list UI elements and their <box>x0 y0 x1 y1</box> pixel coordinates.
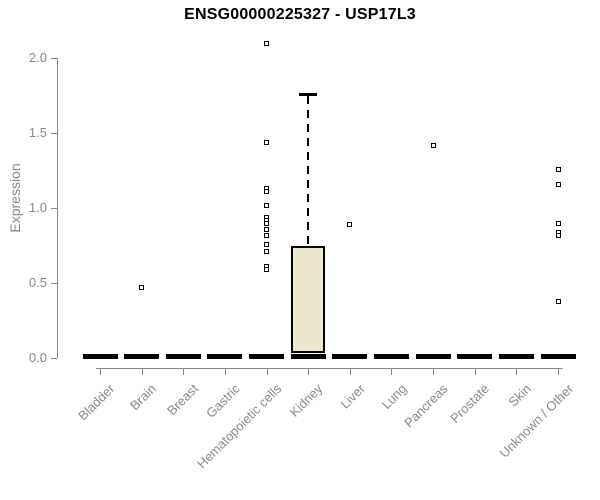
x-axis <box>96 368 564 369</box>
x-tick-label: Lung <box>378 381 410 413</box>
outlier-point <box>555 181 561 187</box>
outlier-point <box>264 249 270 254</box>
x-axis-tick <box>391 368 393 375</box>
median-bar <box>373 353 409 359</box>
outlier-point <box>264 40 270 46</box>
outlier-point <box>264 220 270 226</box>
outlier-point <box>555 166 561 172</box>
y-axis-tick <box>51 358 57 359</box>
median-bar <box>82 353 118 359</box>
y-axis <box>57 58 58 358</box>
y-tick-label: 2.0 <box>28 50 47 65</box>
chart-title: ENSG00000225327 - USP17L3 <box>184 6 416 23</box>
median-bar <box>415 353 451 359</box>
outlier-point <box>430 142 436 148</box>
median-bar <box>498 353 534 359</box>
x-tick-label: Pancreas <box>401 381 451 431</box>
x-axis-tick <box>474 368 476 375</box>
outlier-point <box>555 220 561 226</box>
x-tick-label: Unknown / Other <box>496 381 576 461</box>
x-axis-tick <box>266 368 268 375</box>
whisker-line <box>307 95 310 246</box>
y-tick-label: 1.0 <box>28 200 47 215</box>
x-axis-tick <box>141 368 143 375</box>
median-bar <box>332 353 368 359</box>
x-axis-tick <box>516 368 518 375</box>
x-tick-label: Gastric <box>202 381 243 421</box>
y-axis-tick <box>51 208 57 209</box>
x-tick-label: Brain <box>127 381 160 414</box>
x-axis-tick <box>349 368 351 375</box>
y-axis-label: Expression <box>7 163 23 233</box>
y-tick-label: 0.0 <box>28 350 47 365</box>
x-axis-tick <box>183 368 185 375</box>
median-bar <box>457 353 493 359</box>
y-tick-label: 0.5 <box>28 275 47 290</box>
outlier-point <box>555 232 561 238</box>
x-tick-label: Liver <box>336 381 368 412</box>
median-bar <box>290 353 326 359</box>
whisker-cap <box>299 92 318 96</box>
x-axis-tick <box>100 368 101 375</box>
x-axis-tick <box>224 368 226 375</box>
x-axis-tick <box>558 368 560 375</box>
outlier-point <box>555 298 561 304</box>
x-tick-label: Breast <box>163 381 201 419</box>
x-tick-label: Prostate <box>447 381 493 426</box>
outlier-point <box>264 241 270 247</box>
median-bar <box>540 353 576 359</box>
outlier-point <box>264 232 270 238</box>
outlier-point <box>264 189 270 194</box>
boxplot-box <box>291 245 326 353</box>
outlier-point <box>347 222 353 227</box>
y-tick-label: 1.5 <box>28 125 47 140</box>
outlier-point <box>139 285 145 290</box>
outlier-point <box>264 202 270 208</box>
median-bar <box>249 353 285 359</box>
x-tick-label: Bladder <box>75 381 118 424</box>
x-tick-label: Skin <box>505 381 535 410</box>
y-axis-tick <box>51 58 57 59</box>
x-tick-label: Kidney <box>287 381 326 420</box>
y-axis-tick <box>51 133 57 134</box>
median-bar <box>165 353 201 359</box>
outlier-point <box>264 267 270 272</box>
y-axis-tick <box>51 283 57 284</box>
median-bar <box>207 353 243 359</box>
median-bar <box>124 353 160 359</box>
outlier-point <box>264 139 270 145</box>
x-axis-tick <box>433 368 435 375</box>
x-axis-tick <box>308 368 310 375</box>
outlier-point <box>264 226 270 232</box>
